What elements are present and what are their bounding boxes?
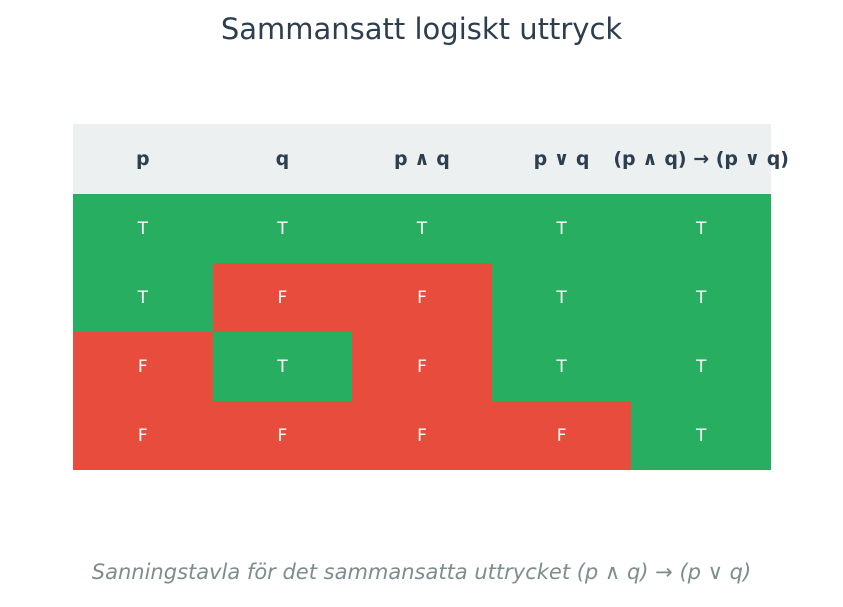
table-header-row: p q p ∧ q p ∨ q (p ∧ q) → (p ∨ q) (73, 124, 789, 194)
table-cell: F (212, 263, 353, 332)
table-cell: F (352, 401, 492, 470)
table-cell: T (73, 263, 213, 332)
table-cell: F (212, 401, 353, 470)
table-cell: F (491, 401, 632, 470)
table-cell: T (631, 332, 771, 401)
table-cell: F (73, 401, 213, 470)
header-cell-p: p (135, 148, 150, 170)
table-cell: T (491, 194, 632, 263)
table-cell: T (631, 401, 771, 470)
table-cell: T (491, 263, 632, 332)
table-cell: F (352, 263, 492, 332)
table-cell: T (631, 194, 771, 263)
chart-caption: Sanningstavla för det sammansatta uttryc… (91, 560, 752, 584)
table-cell: T (631, 263, 771, 332)
table-cell: T (73, 194, 213, 263)
header-cell-p-or-q: p ∨ q (533, 148, 590, 170)
table-cell: F (352, 332, 492, 401)
header-cell-q: q (275, 148, 290, 170)
chart-title: Sammansatt logiskt uttryck (220, 12, 623, 46)
table-cell: T (212, 194, 353, 263)
table-cell: F (73, 332, 213, 401)
header-cell-implication: (p ∧ q) → (p ∨ q) (613, 148, 789, 170)
table-cell: T (352, 194, 492, 263)
table-cell: T (491, 332, 632, 401)
header-cell-p-and-q: p ∧ q (394, 148, 450, 170)
table-cell: T (212, 332, 353, 401)
